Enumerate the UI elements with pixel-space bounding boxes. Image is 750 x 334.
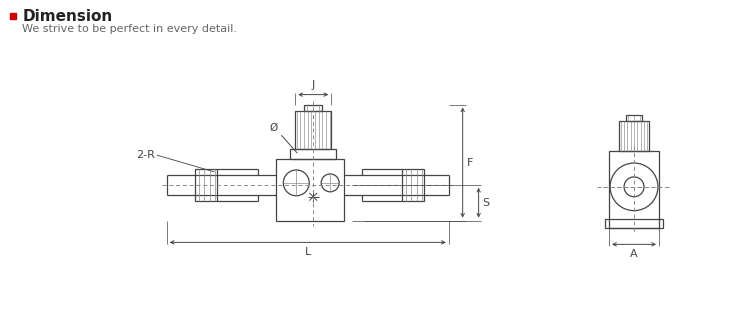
Text: J: J [311, 79, 315, 90]
Bar [296, 112, 332, 149]
Text: Ø: Ø [269, 123, 278, 133]
Text: F: F [466, 158, 473, 168]
Text: We strive to be perfect in every detail.: We strive to be perfect in every detail. [22, 24, 237, 34]
Bar [605, 218, 663, 228]
Text: L: L [304, 247, 310, 257]
Bar [276, 159, 344, 220]
Bar [619, 121, 649, 151]
Bar [304, 105, 322, 112]
Bar [402, 169, 424, 201]
Bar [195, 169, 217, 201]
Text: S: S [482, 198, 490, 208]
Bar [609, 151, 659, 228]
Text: 2-R: 2-R [136, 150, 154, 160]
Bar [290, 149, 336, 159]
Text: Dimension: Dimension [22, 9, 112, 24]
Text: A: A [630, 249, 638, 259]
Bar [626, 116, 642, 121]
